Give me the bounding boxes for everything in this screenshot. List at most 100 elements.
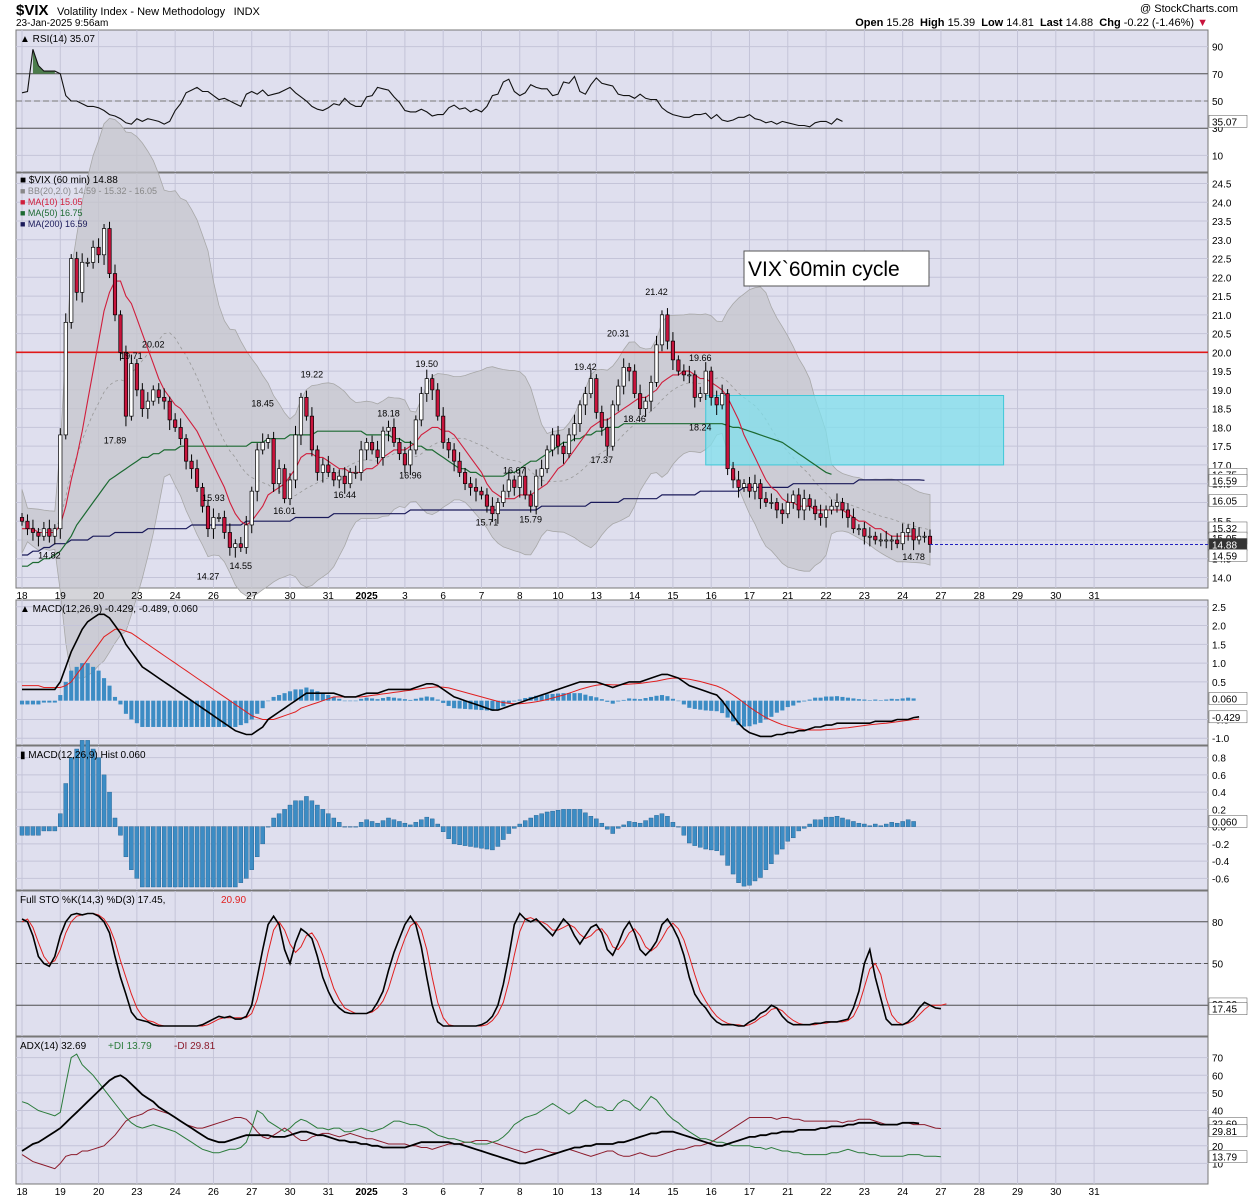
open-value: 15.28 (886, 17, 914, 29)
candle-down (271, 438, 276, 485)
candle-up (834, 502, 840, 507)
hist-bar (528, 817, 533, 827)
macd-hist-bar (19, 700, 25, 705)
hist-bar (211, 826, 216, 888)
candle-up (129, 363, 134, 417)
rsi-line (21, 49, 843, 128)
hist-bar (380, 820, 386, 827)
candle-down (638, 393, 643, 409)
sto-right-label-box (1208, 1002, 1248, 1015)
macd-hist-bar (402, 699, 407, 701)
adx-legend: ADX(14) 32.69 (20, 1041, 87, 1052)
hist-bar (68, 757, 74, 827)
macd-hist-bar (216, 700, 221, 727)
candle-up (659, 314, 665, 346)
hist-bar (457, 826, 462, 845)
adx-tick-label: 10 (1212, 1159, 1224, 1170)
ma10-line (22, 280, 920, 539)
candle-up (550, 434, 555, 451)
price-label: 16.67 (503, 465, 526, 475)
price-label: 15.93 (202, 493, 225, 503)
adx-date-label: 31 (1089, 1187, 1101, 1198)
hist-bar (544, 811, 550, 827)
chg-label: Chg (1099, 17, 1121, 29)
macd-hist-bar (807, 699, 812, 701)
candle-up (353, 472, 358, 474)
macd-hist-bar (123, 700, 128, 714)
candle-down (140, 389, 145, 409)
candle-up (320, 464, 325, 473)
candle-up (741, 483, 747, 488)
price-tick-label: 21.5 (1212, 292, 1232, 303)
candle-up (588, 378, 593, 394)
hist-bar (807, 823, 812, 827)
candle-up (867, 535, 872, 538)
hist-bar (397, 821, 402, 827)
hist-bar (364, 819, 369, 827)
candle-down (813, 505, 818, 515)
sto-tick-label: 50 (1212, 960, 1224, 971)
hist-bar (156, 826, 161, 888)
macd-hist-bar (572, 693, 577, 701)
candle-up (386, 427, 391, 432)
hist-bar (19, 826, 25, 836)
title-line: $VIX Volatility Index - New Methodology … (16, 2, 260, 20)
timestamp: 23-Jan-2025 9:56am (16, 18, 109, 29)
candle-up (211, 517, 216, 530)
macd-hist-bar (255, 700, 260, 714)
hist-bar (823, 816, 829, 827)
candle-down (30, 528, 35, 533)
macd-hist-bar (359, 698, 364, 701)
candle-down (391, 427, 396, 443)
hist-bar (577, 809, 583, 827)
macd-hist-bar (845, 697, 851, 701)
macd-hist-bar (380, 698, 386, 701)
ma10-legend: ■ MA(10) 15.05 (20, 197, 82, 207)
candle-down (599, 412, 604, 428)
macd-hist-bar (36, 700, 41, 705)
candle-down (862, 528, 867, 537)
hist-right-label: 0.060 (1212, 817, 1237, 828)
adx-right-label-box (1208, 1150, 1248, 1163)
hist-bar (200, 826, 205, 888)
candle-down (927, 535, 933, 545)
price-right-label: 16.59 (1212, 476, 1237, 487)
macd-hist-bar (517, 699, 522, 701)
macd-hist-bar (107, 685, 112, 701)
macd-hist-bar (194, 700, 200, 727)
macd-hist-bar (867, 700, 872, 701)
price-tick-label: 23.5 (1212, 217, 1232, 228)
candle-down (676, 359, 681, 372)
macd-hist-bar (129, 700, 134, 720)
candle-down (435, 389, 440, 417)
macd-hist-bar (621, 699, 626, 701)
macd-hist-bar (490, 700, 495, 711)
hist-bar (369, 821, 375, 827)
macd-hist-bar (348, 700, 353, 702)
candle-down (370, 442, 375, 451)
hist-bar (337, 822, 342, 827)
candle-up (889, 539, 894, 542)
hist-bar (670, 822, 676, 827)
candle-down (736, 479, 741, 488)
candle-up (703, 370, 708, 394)
hist-bar (719, 826, 725, 856)
hist-bar (151, 826, 156, 888)
macd-hist-bar (140, 700, 145, 727)
adx-date-label: 24 (170, 1187, 182, 1198)
macd-hist-bar (205, 700, 211, 727)
candle-down (851, 517, 856, 530)
candle-up (63, 321, 68, 436)
hist-bar (342, 826, 347, 828)
macd-hist-bar (271, 696, 276, 701)
annotation-box (743, 250, 930, 287)
hist-bar (320, 809, 326, 827)
candle-up (69, 258, 74, 323)
candle-down (725, 393, 730, 470)
sto-d-legend: 20.90 (221, 895, 246, 906)
macd-hist-bar (435, 699, 440, 701)
price-tick-label: 14.0 (1212, 573, 1232, 584)
candle-down (561, 445, 566, 455)
candle-down (326, 464, 331, 473)
candle-up (364, 442, 369, 451)
